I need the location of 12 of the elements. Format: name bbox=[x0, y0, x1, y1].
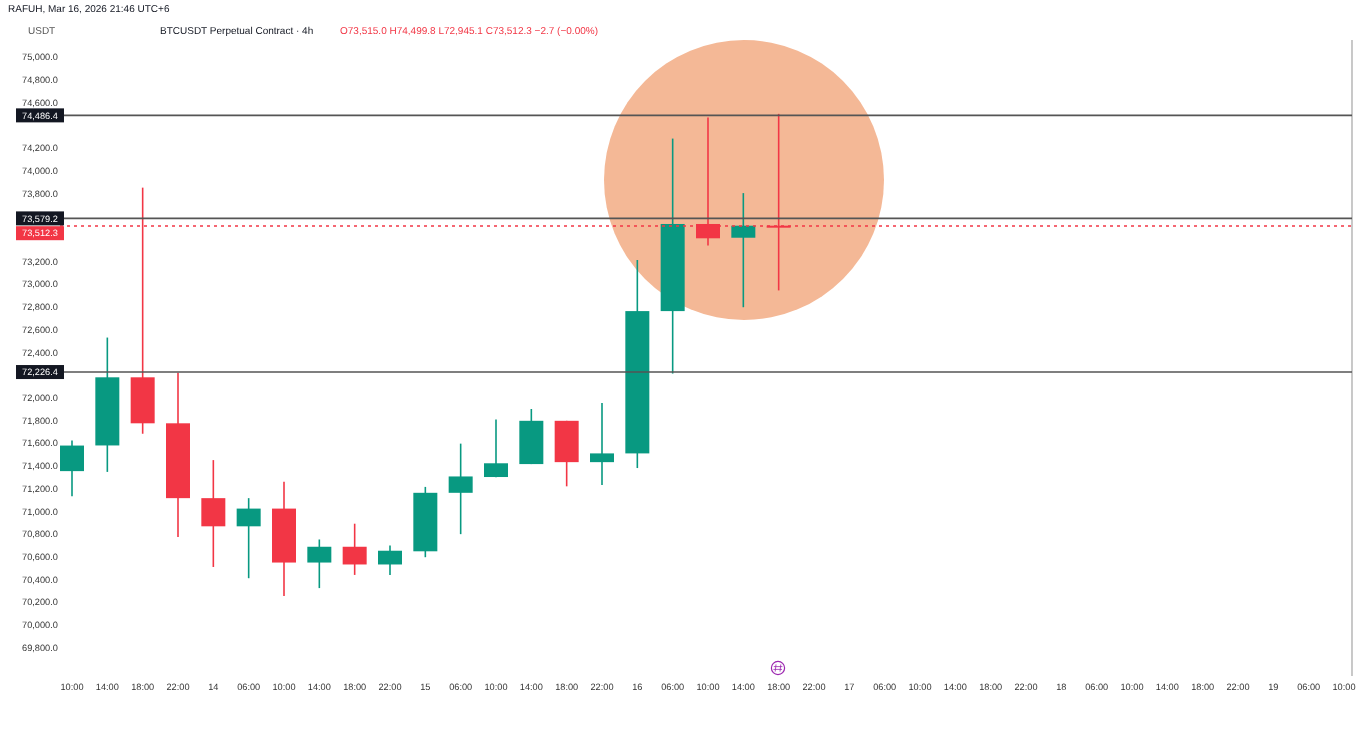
candlestick bbox=[307, 538, 332, 589]
candlestick bbox=[60, 439, 84, 498]
candlestick bbox=[342, 522, 367, 576]
candlestick bbox=[519, 408, 544, 465]
candlestick bbox=[590, 402, 614, 486]
candlestick bbox=[201, 459, 226, 568]
candlestick bbox=[378, 544, 402, 576]
candlestick bbox=[484, 418, 508, 479]
candlestick bbox=[236, 497, 261, 580]
candlestick bbox=[554, 420, 579, 488]
candlestick bbox=[448, 442, 473, 535]
candlestick bbox=[731, 192, 756, 309]
